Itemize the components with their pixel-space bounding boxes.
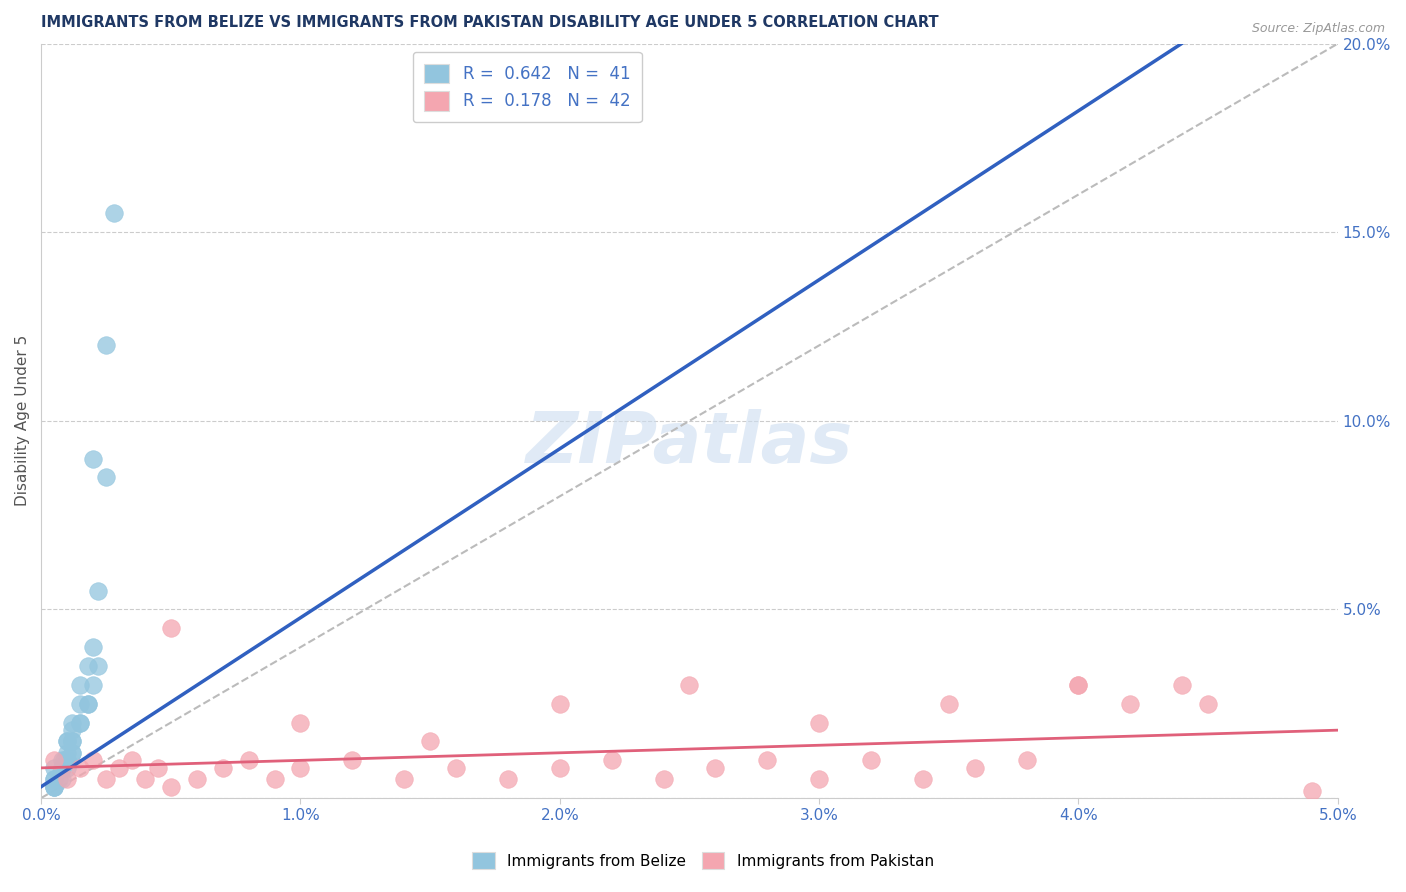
Point [1197, 697, 1219, 711]
Legend: R =  0.642   N =  41, R =  0.178   N =  42: R = 0.642 N = 41, R = 0.178 N = 42 [412, 52, 641, 122]
Point [56, 746, 79, 760]
Point [1015, 753, 1038, 767]
Point [42, 780, 65, 794]
Point [76, 697, 98, 711]
Point [444, 761, 467, 775]
Point [42, 753, 65, 767]
Point [1067, 678, 1090, 692]
Point [60, 723, 83, 738]
Point [134, 772, 156, 787]
Point [1171, 678, 1194, 692]
Point [60, 746, 83, 760]
Point [56, 734, 79, 748]
Point [103, 206, 125, 220]
Point [60, 715, 83, 730]
Text: Source: ZipAtlas.com: Source: ZipAtlas.com [1251, 22, 1385, 36]
Point [342, 753, 364, 767]
Point [548, 761, 571, 775]
Point [82, 753, 104, 767]
Legend: Immigrants from Belize, Immigrants from Pakistan: Immigrants from Belize, Immigrants from … [465, 846, 941, 875]
Point [42, 772, 65, 787]
Point [42, 772, 65, 787]
Point [76, 697, 98, 711]
Point [808, 772, 831, 787]
Point [56, 753, 79, 767]
Y-axis label: Disability Age Under 5: Disability Age Under 5 [15, 335, 30, 507]
Point [146, 761, 169, 775]
Point [290, 715, 312, 730]
Point [159, 780, 181, 794]
Point [42, 761, 65, 775]
Point [51, 761, 73, 775]
Point [69, 761, 91, 775]
Point [263, 772, 285, 787]
Point [51, 761, 73, 775]
Point [42, 780, 65, 794]
Point [87, 583, 110, 598]
Point [56, 753, 79, 767]
Point [1067, 678, 1090, 692]
Point [82, 640, 104, 655]
Point [859, 753, 882, 767]
Point [94, 470, 117, 484]
Point [756, 753, 779, 767]
Point [290, 761, 312, 775]
Point [56, 761, 79, 775]
Point [94, 772, 117, 787]
Point [69, 697, 91, 711]
Point [60, 734, 83, 748]
Point [51, 761, 73, 775]
Point [704, 761, 727, 775]
Point [42, 780, 65, 794]
Point [56, 734, 79, 748]
Point [51, 772, 73, 787]
Point [392, 772, 415, 787]
Point [94, 338, 117, 352]
Point [48, 772, 70, 787]
Point [69, 678, 91, 692]
Point [938, 697, 960, 711]
Point [1301, 783, 1323, 797]
Point [186, 772, 208, 787]
Point [963, 761, 986, 775]
Point [121, 753, 143, 767]
Point [76, 659, 98, 673]
Point [159, 621, 181, 635]
Point [60, 746, 83, 760]
Point [808, 715, 831, 730]
Point [211, 761, 233, 775]
Point [911, 772, 934, 787]
Point [600, 753, 623, 767]
Point [1119, 697, 1142, 711]
Point [419, 734, 441, 748]
Point [51, 753, 73, 767]
Point [678, 678, 700, 692]
Point [56, 753, 79, 767]
Point [108, 761, 131, 775]
Point [87, 659, 110, 673]
Point [82, 451, 104, 466]
Point [69, 715, 91, 730]
Point [60, 734, 83, 748]
Point [652, 772, 675, 787]
Text: IMMIGRANTS FROM BELIZE VS IMMIGRANTS FROM PAKISTAN DISABILITY AGE UNDER 5 CORREL: IMMIGRANTS FROM BELIZE VS IMMIGRANTS FRO… [41, 15, 939, 30]
Point [548, 697, 571, 711]
Point [238, 753, 260, 767]
Point [82, 678, 104, 692]
Point [496, 772, 519, 787]
Point [69, 715, 91, 730]
Point [56, 772, 79, 787]
Text: ZIPatlas: ZIPatlas [526, 409, 853, 478]
Point [53, 753, 76, 767]
